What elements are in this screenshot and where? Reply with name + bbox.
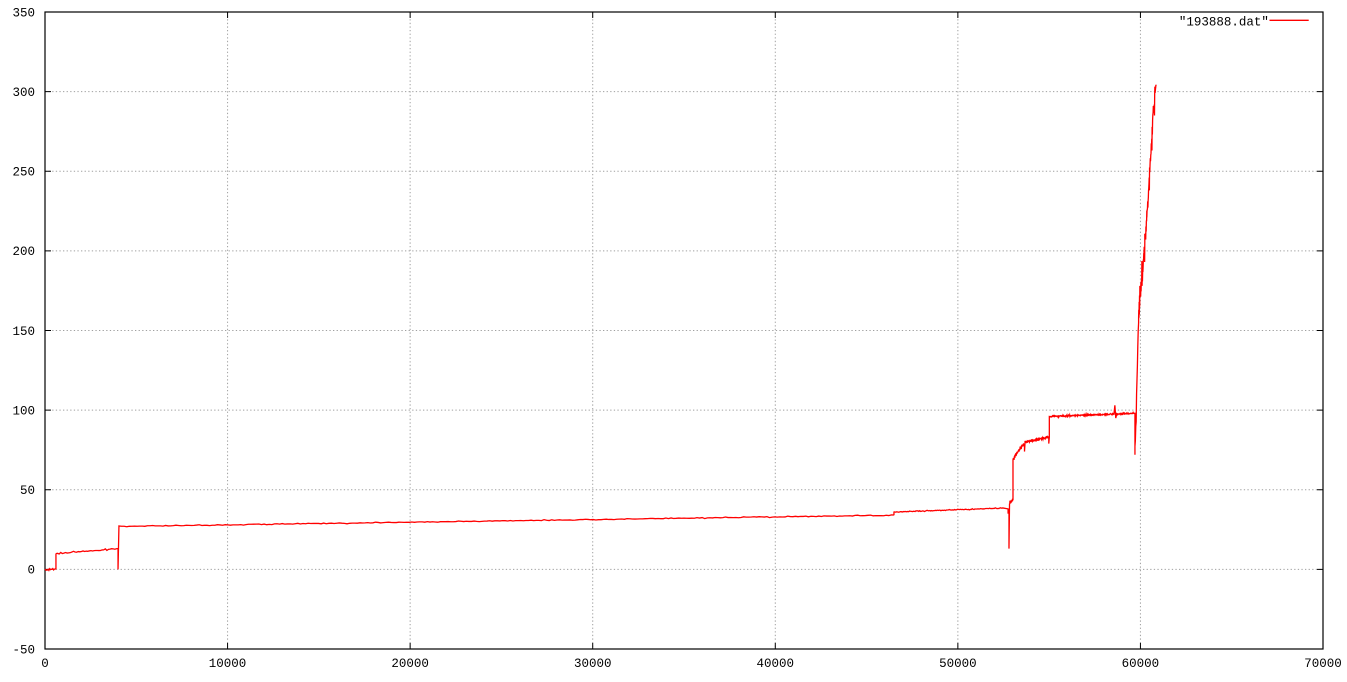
svg-text:350: 350 — [12, 6, 35, 20]
svg-text:"193888.dat": "193888.dat" — [1179, 16, 1269, 30]
svg-text:0: 0 — [41, 657, 49, 671]
svg-text:200: 200 — [12, 245, 35, 259]
svg-text:60000: 60000 — [1122, 657, 1160, 671]
svg-text:70000: 70000 — [1304, 657, 1342, 671]
svg-text:150: 150 — [12, 325, 35, 339]
svg-text:0: 0 — [27, 564, 35, 578]
svg-text:300: 300 — [12, 86, 35, 100]
svg-text:250: 250 — [12, 166, 35, 180]
svg-text:10000: 10000 — [209, 657, 247, 671]
svg-text:20000: 20000 — [391, 657, 429, 671]
svg-text:40000: 40000 — [757, 657, 795, 671]
svg-text:-50: -50 — [12, 643, 35, 657]
svg-text:50: 50 — [20, 484, 35, 498]
svg-text:50000: 50000 — [939, 657, 977, 671]
svg-text:30000: 30000 — [574, 657, 612, 671]
svg-text:100: 100 — [12, 404, 35, 418]
